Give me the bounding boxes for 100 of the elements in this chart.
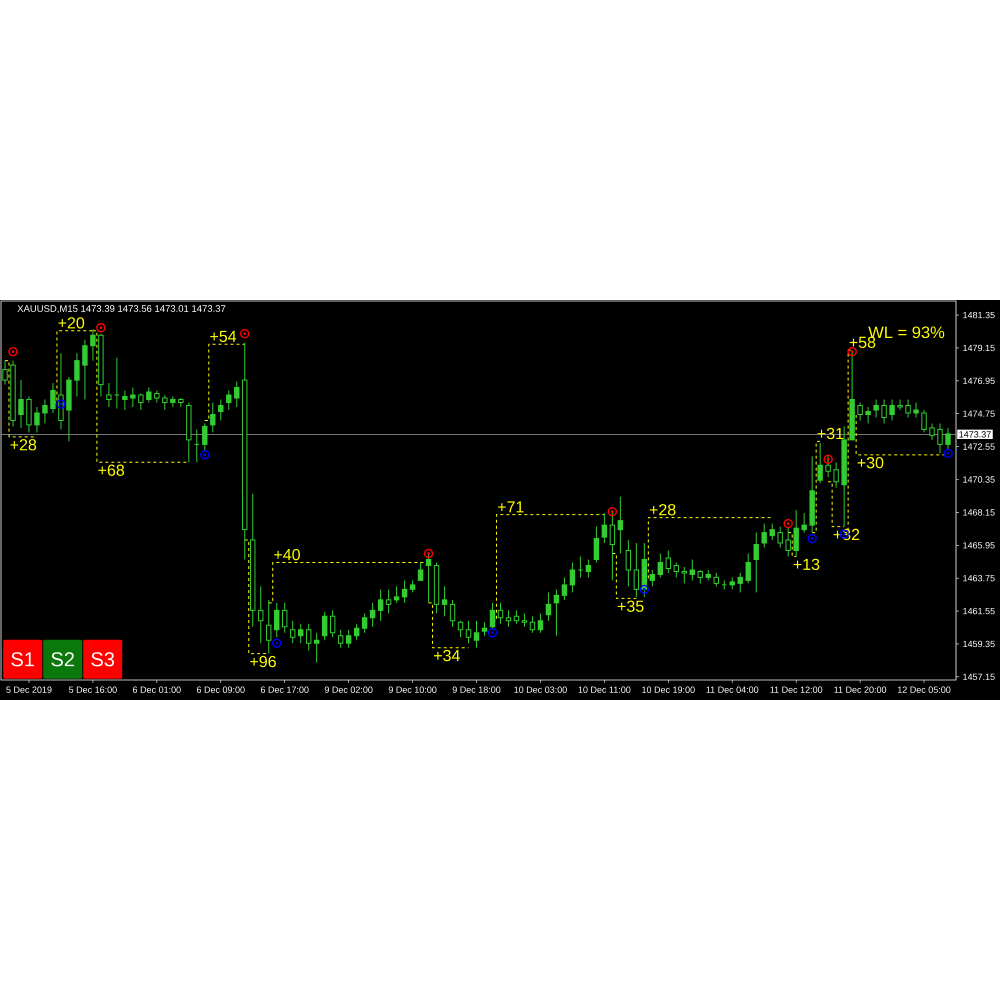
candlestick — [690, 558, 695, 581]
candlestick — [314, 632, 320, 664]
candlestick — [554, 588, 560, 636]
candlestick — [250, 493, 256, 628]
y-tick-label: 1481.35 — [963, 312, 995, 318]
x-tick-label: 6 Dec 17:00 — [260, 686, 309, 693]
candlestick — [370, 602, 376, 628]
candlestick — [785, 526, 791, 557]
point — [807, 534, 817, 544]
y-tick-label: 1461.55 — [963, 608, 995, 614]
candlestick — [506, 610, 512, 628]
y-tick-label: 1476.95 — [963, 378, 995, 384]
candlestick — [626, 540, 632, 587]
candlestick — [809, 456, 815, 534]
candlestick — [889, 399, 895, 421]
candlestick — [442, 586, 448, 617]
y-tick-label: 1463.75 — [963, 574, 995, 582]
annotation: +13 — [794, 558, 820, 570]
annotation: +34 — [434, 650, 460, 662]
x-tick-label: 6 Dec 09:00 — [196, 686, 245, 693]
x-tick-label: 5 Dec 2019 — [6, 686, 52, 693]
candlestick — [378, 588, 384, 622]
x-tick-label: 6 Dec 01:00 — [133, 686, 181, 693]
candlestick — [74, 352, 80, 398]
chart-title: XAUUSD,M15 1473.39 1473.56 1473.01 1473.37 — [17, 305, 226, 314]
candlestick — [754, 532, 759, 593]
candlestick — [937, 422, 943, 454]
annotation: +20 — [58, 317, 84, 329]
candlestick — [873, 399, 879, 418]
y-tick-label: 1457.15 — [963, 674, 995, 680]
x-tick-label: 10 Dec 11:00 — [578, 686, 630, 693]
candlestick — [130, 387, 136, 408]
y-tick-label: 1479.15 — [963, 344, 995, 352]
candlestick — [258, 586, 264, 644]
candlestick — [586, 558, 592, 578]
point — [96, 323, 106, 332]
point — [783, 518, 793, 528]
x-tick-label: 9 Dec 10:00 — [388, 686, 436, 693]
candlestick — [306, 623, 312, 652]
candlestick — [218, 399, 224, 421]
y-tick-label: 1465.95 — [963, 542, 995, 548]
point — [272, 638, 282, 648]
point — [200, 450, 210, 460]
annotation: +96 — [250, 656, 276, 668]
candlestick — [210, 402, 216, 433]
annotation: S3 — [91, 652, 114, 666]
candlestick — [234, 381, 240, 408]
annotation: +68 — [98, 464, 124, 476]
x-tick-label: 11 Dec 04:00 — [706, 686, 758, 693]
candlestick — [402, 580, 408, 604]
annotation: +58 — [850, 336, 876, 348]
candlestick — [498, 602, 504, 624]
x-tick-label: 11 Dec 20:00 — [834, 686, 886, 693]
annotation: +71 — [498, 501, 524, 512]
candlestick — [122, 390, 128, 410]
candlestick — [290, 620, 296, 644]
y-tick-label: 1459.35 — [963, 640, 995, 648]
point — [640, 584, 650, 594]
x-tick-label: 10 Dec 19:00 — [642, 686, 695, 693]
point — [488, 628, 498, 638]
annotation: S2 — [51, 652, 74, 666]
candlestick — [82, 339, 88, 400]
annotation: WL = 93% — [868, 326, 944, 338]
x-tick-label: 12 Dec 05:00 — [898, 686, 950, 693]
annotation: +28 — [650, 504, 676, 516]
candlestick — [793, 510, 799, 557]
x-tick-label: 5 Dec 16:00 — [69, 686, 117, 693]
candlestick — [266, 599, 272, 654]
candlestick — [42, 399, 48, 424]
y-tick-label: 1470.35 — [963, 476, 995, 483]
annotation: +30 — [858, 457, 884, 468]
point — [424, 548, 434, 558]
x-tick-label: 11 Dec 12:00 — [770, 686, 822, 693]
point — [8, 346, 18, 356]
annotation: +35 — [618, 600, 644, 612]
x-tick-label: 9 Dec 18:00 — [452, 686, 500, 693]
candlestick — [34, 406, 40, 433]
candlestick — [386, 588, 392, 614]
candlestick — [570, 562, 576, 593]
annotation: +40 — [274, 548, 300, 560]
ref-line-label: 1473.37 — [959, 431, 991, 438]
candlestick — [602, 512, 608, 544]
candlestick — [242, 342, 248, 560]
candlestick — [546, 592, 552, 622]
candlestick — [474, 620, 480, 648]
point — [943, 448, 953, 458]
annotation: +28 — [10, 439, 36, 450]
y-tick-label: 1468.15 — [963, 509, 995, 516]
candlestick — [618, 496, 624, 554]
candlestick — [18, 380, 24, 428]
candlestick — [634, 542, 640, 598]
y-tick-label: 1474.75 — [963, 410, 995, 417]
candlestick — [106, 382, 112, 408]
x-tick-label: 10 Dec 03:00 — [514, 686, 567, 693]
point — [56, 399, 66, 409]
candlestick — [833, 462, 839, 488]
annotation: +54 — [210, 330, 236, 342]
point — [240, 329, 250, 338]
x-tick-label: 9 Dec 02:00 — [324, 686, 373, 693]
point — [608, 506, 618, 516]
